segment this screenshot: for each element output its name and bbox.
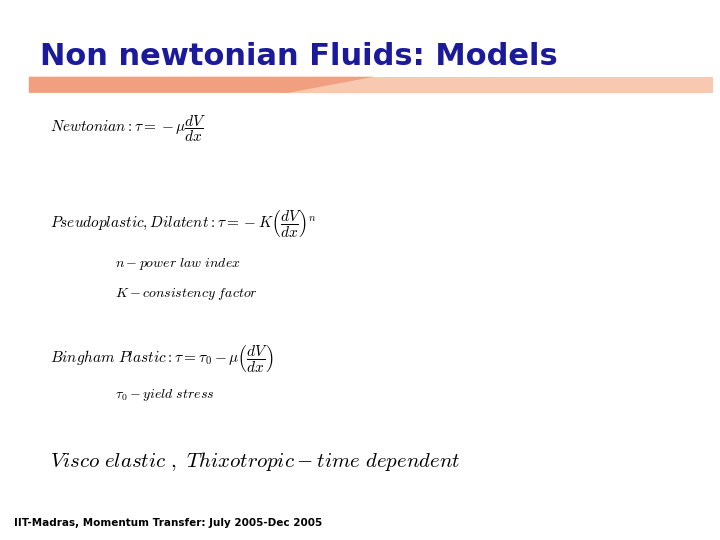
Text: $n-power\ law\ index$: $n-power\ law\ index$ (115, 255, 241, 272)
Text: $K-consistency\ factor$: $K-consistency\ factor$ (115, 286, 258, 302)
Text: $Newtonian:\tau = -\mu\dfrac{dV}{dx}$: $Newtonian:\tau = -\mu\dfrac{dV}{dx}$ (50, 113, 207, 144)
Polygon shape (29, 77, 374, 93)
Text: IIT-Madras, Momentum Transfer: July 2005-Dec 2005: IIT-Madras, Momentum Transfer: July 2005… (14, 518, 323, 528)
Text: $Bingham\ Plastic:\tau = \tau_0 - \mu\left(\dfrac{dV}{dx}\right)$: $Bingham\ Plastic:\tau = \tau_0 - \mu\le… (50, 343, 274, 375)
Polygon shape (29, 77, 713, 93)
Text: $Visco\ elastic\ ,\ Thixotropic-time\ dependent$: $Visco\ elastic\ ,\ Thixotropic-time\ de… (50, 450, 461, 473)
Text: Non newtonian Fluids: Models: Non newtonian Fluids: Models (40, 42, 557, 71)
Text: $Pseudoplastic, Dilatent:\tau = -K\left(\dfrac{dV}{dx}\right)^n$: $Pseudoplastic, Dilatent:\tau = -K\left(… (50, 208, 318, 240)
Text: $\tau_0 - yield\ stress$: $\tau_0 - yield\ stress$ (115, 387, 215, 403)
